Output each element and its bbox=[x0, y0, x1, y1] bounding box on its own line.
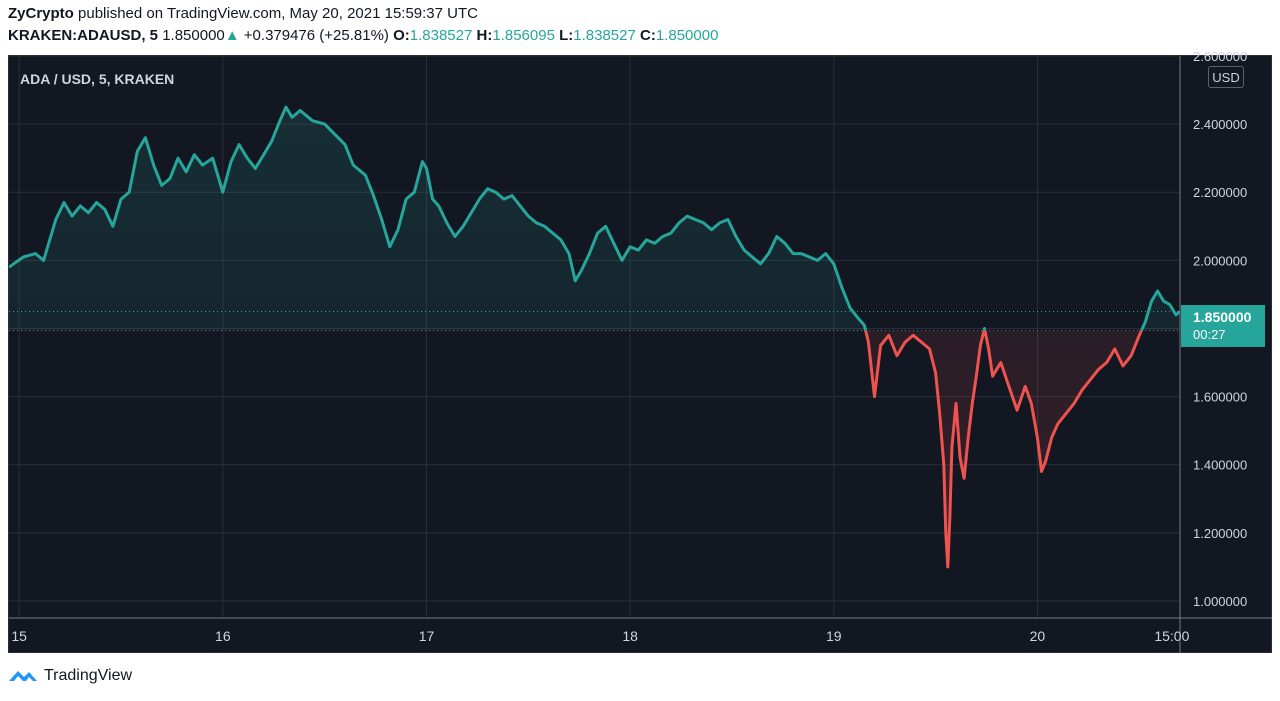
y-tick-label: 2.400000 bbox=[1193, 117, 1247, 132]
published-text: published on TradingView.com, May 20, 20… bbox=[78, 5, 478, 22]
x-tick-label: 20 bbox=[1030, 628, 1046, 644]
close-value: 1.850000 bbox=[655, 27, 719, 44]
tradingview-logo-icon bbox=[9, 671, 37, 681]
currency-badge[interactable]: USD bbox=[1208, 66, 1244, 88]
x-tick-label: 15 bbox=[11, 628, 27, 644]
open-label: O: bbox=[393, 27, 410, 44]
y-tick-label: 1.600000 bbox=[1193, 390, 1247, 405]
current-price-value: 1.850000 bbox=[1193, 309, 1252, 325]
high-value: 1.856095 bbox=[492, 27, 555, 44]
x-tick-label: 15:00 bbox=[1154, 628, 1189, 644]
last-price: 1.850000 bbox=[162, 27, 225, 44]
price-line-down bbox=[864, 330, 1144, 569]
y-tick-label: 2.600000 bbox=[1193, 49, 1247, 64]
x-tick-label: 16 bbox=[215, 628, 231, 644]
y-tick-label: 2.000000 bbox=[1193, 253, 1247, 268]
y-tick-label: 1.000000 bbox=[1193, 594, 1247, 609]
symbol-label: KRAKEN:ADAUSD, 5 bbox=[8, 27, 159, 44]
current-price-label: 1.850000 00:27 bbox=[1181, 305, 1265, 347]
x-tick-label: 18 bbox=[622, 628, 638, 644]
up-arrow-icon: ▲ bbox=[224, 27, 240, 44]
low-value: 1.838527 bbox=[573, 27, 636, 44]
price-change: +0.379476 (+25.81%) bbox=[243, 27, 389, 44]
symbol-info: KRAKEN:ADAUSD, 5 1.850000▲ +0.379476 (+2… bbox=[8, 27, 718, 44]
tradingview-footer[interactable]: TradingView bbox=[8, 666, 132, 686]
author-name[interactable]: ZyCrypto bbox=[8, 5, 74, 22]
brand-name: TradingView bbox=[44, 667, 133, 684]
open-value: 1.838527 bbox=[409, 27, 473, 44]
y-tick-label: 1.400000 bbox=[1193, 458, 1247, 473]
close-label: C: bbox=[640, 27, 656, 44]
x-tick-label: 19 bbox=[826, 628, 842, 644]
y-tick-label: 1.200000 bbox=[1193, 526, 1247, 541]
area-fill-up bbox=[9, 107, 1180, 331]
low-label: L: bbox=[559, 27, 574, 44]
axes: 1.0000001.2000001.4000001.6000001.800000… bbox=[9, 49, 1272, 653]
publish-info: ZyCrypto published on TradingView.com, M… bbox=[8, 5, 478, 22]
y-tick-label: 2.200000 bbox=[1193, 185, 1247, 200]
plot-area bbox=[9, 105, 1180, 569]
bar-countdown: 00:27 bbox=[1193, 327, 1226, 342]
area-fill-down bbox=[865, 330, 1142, 567]
high-label: H: bbox=[476, 27, 493, 44]
price-line-up bbox=[9, 105, 1180, 331]
chart-title: ADA / USD, 5, KRAKEN bbox=[20, 71, 174, 87]
x-tick-label: 17 bbox=[419, 628, 435, 644]
